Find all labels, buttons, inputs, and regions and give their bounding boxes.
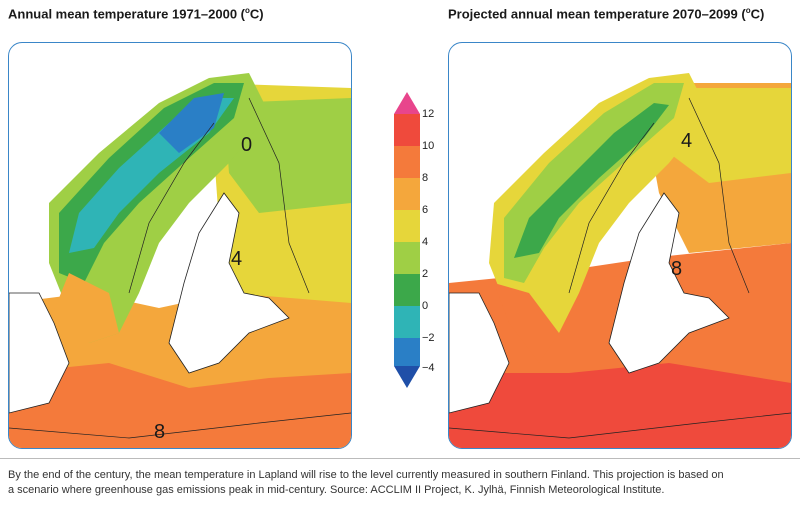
map-panel-1971-2000: 0 4 8 <box>8 42 352 449</box>
legend-tick-label: 8 <box>422 172 429 184</box>
legend-swatch <box>394 178 420 210</box>
legend-swatch <box>394 274 420 306</box>
caption-divider <box>0 458 800 459</box>
legend-swatch <box>394 338 420 366</box>
legend-tick-label: −4 <box>422 362 435 374</box>
map-2070-2099: 4 8 <box>449 73 791 448</box>
legend-tick-label: 12 <box>422 108 435 120</box>
legend-colorbar <box>394 92 420 388</box>
isotherm-label: 4 <box>681 130 692 152</box>
legend-tick-label: 10 <box>422 140 435 152</box>
legend-swatch <box>394 306 420 338</box>
legend-swatch <box>394 210 420 242</box>
isotherm-label: 8 <box>154 421 165 443</box>
legend-tick-label: 0 <box>422 300 429 312</box>
legend-tick-label: 2 <box>422 268 429 280</box>
isotherm-label: 4 <box>231 248 242 270</box>
figure-caption: By the end of the century, the mean temp… <box>8 468 788 498</box>
legend-swatch <box>394 92 420 114</box>
legend-tick-label: 6 <box>422 204 429 216</box>
legend-tick-label: 4 <box>422 236 429 248</box>
left-map-title: Annual mean temperature 1971–2000 (oC) <box>8 6 264 22</box>
legend-swatch <box>394 114 420 146</box>
temperature-color-legend: 12 10 8 6 4 2 0 −2 −4 <box>392 92 452 392</box>
legend-tick-label: −2 <box>422 332 435 344</box>
map-panel-2070-2099: 4 8 <box>448 42 792 449</box>
caption-line: By the end of the century, the mean temp… <box>8 469 724 481</box>
map-1971-2000: 0 4 8 <box>9 73 351 448</box>
isotherm-label: 8 <box>671 258 682 280</box>
right-map-title: Projected annual mean temperature 2070–2… <box>448 6 765 22</box>
legend-swatch <box>394 242 420 274</box>
legend-swatch <box>394 146 420 178</box>
legend-swatch <box>394 366 420 388</box>
caption-line: a scenario where greenhouse gas emission… <box>8 484 665 496</box>
isotherm-label: 0 <box>241 134 252 156</box>
